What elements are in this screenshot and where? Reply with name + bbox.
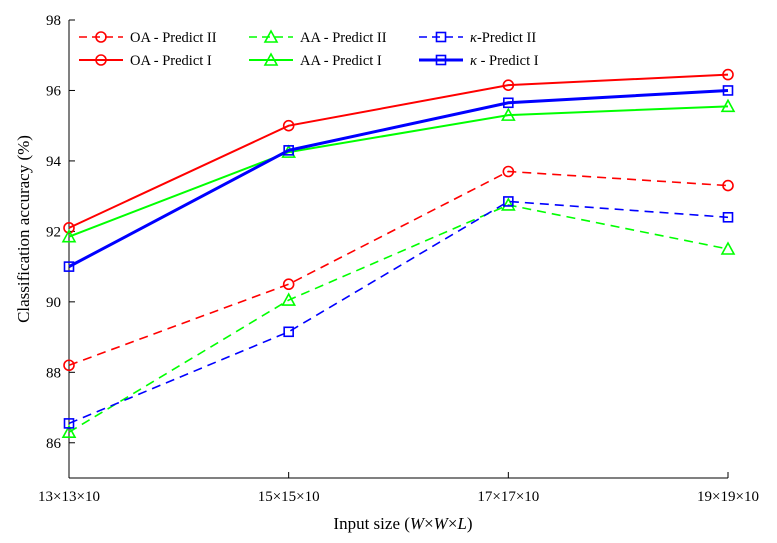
legend-label: AA - Predict I <box>300 53 382 69</box>
legend-marker <box>435 54 447 66</box>
y-tick-label: 90 <box>46 295 61 311</box>
data-point <box>63 261 75 272</box>
legend-marker <box>263 29 279 43</box>
x-axis-title-part: × <box>448 514 458 533</box>
legend-marker <box>435 31 447 43</box>
legend-item: κ-Predict II <box>419 30 536 46</box>
data-point <box>500 197 516 211</box>
data-point <box>63 418 75 429</box>
legend-marker <box>95 31 107 43</box>
legend-item: κ - Predict I <box>419 53 539 69</box>
series-line <box>68 200 729 425</box>
x-axis-title: Input size (W×W×L) <box>333 514 472 533</box>
data-point <box>502 165 515 178</box>
x-tick-label: 17×17×10 <box>477 489 539 505</box>
legend-label-part: κ <box>470 30 478 46</box>
legend-label: OA - Predict II <box>130 30 217 46</box>
legend-label-part: -Predict II <box>477 30 536 46</box>
series-line <box>68 170 729 367</box>
x-axis-title-part: × <box>424 514 434 533</box>
x-axis-title-part: ) <box>467 514 473 533</box>
series <box>61 98 736 243</box>
legend-label: OA - Predict I <box>130 53 212 69</box>
legend-marker <box>263 52 279 66</box>
data-point <box>503 196 514 207</box>
y-tick-label: 94 <box>46 154 62 170</box>
y-tick-label: 86 <box>46 436 62 452</box>
legend-item: AA - Predict I <box>249 52 382 69</box>
series <box>63 165 734 372</box>
legend-item: AA - Predict II <box>249 29 387 46</box>
legend-label: κ-Predict II <box>470 30 536 46</box>
x-axis-ticks: 13×13×10 15×15×10 17×17×10 19×19×10 <box>38 472 759 505</box>
data-point <box>63 222 75 234</box>
data-point <box>281 292 297 306</box>
x-axis-title-part: Input size ( <box>333 514 410 533</box>
data-point <box>63 359 75 372</box>
axes-frame <box>68 20 728 479</box>
series-line <box>68 73 729 229</box>
y-tick-label: 88 <box>46 365 61 381</box>
series <box>63 85 734 272</box>
data-point <box>722 211 734 223</box>
series <box>63 68 734 234</box>
legend-label: κ - Predict I <box>470 53 539 69</box>
data-point <box>722 85 734 96</box>
series-line <box>68 105 729 238</box>
legend-label-part: κ <box>470 53 478 69</box>
data-point <box>282 119 295 132</box>
legend-label-part: - Predict I <box>477 53 539 69</box>
data-point <box>61 228 77 243</box>
data-point <box>283 326 294 338</box>
series-group <box>61 68 736 439</box>
series-line <box>68 204 729 433</box>
series <box>63 196 734 429</box>
y-tick-label: 92 <box>46 224 61 240</box>
data-point <box>282 278 295 291</box>
x-tick-label: 13×13×10 <box>38 489 100 505</box>
x-axis-title-part: L <box>456 514 466 533</box>
y-tick-label: 96 <box>46 83 62 99</box>
legend-label: AA - Predict II <box>300 30 387 46</box>
y-axis-title: Classification accuracy (%) <box>14 135 33 323</box>
data-point <box>720 98 736 113</box>
data-point <box>722 68 734 81</box>
y-tick-label: 98 <box>46 13 61 29</box>
x-tick-label: 15×15×10 <box>258 489 320 505</box>
x-axis-title-part: W <box>410 514 426 533</box>
x-tick-label: 19×19×10 <box>697 489 759 505</box>
data-point <box>500 107 516 121</box>
data-point <box>503 97 514 109</box>
data-point <box>722 179 734 192</box>
y-axis-ticks: 86 88 90 92 94 96 98 <box>46 13 75 452</box>
legend-item: OA - Predict I <box>79 53 212 69</box>
data-point <box>283 145 294 156</box>
series-line <box>68 88 729 268</box>
legend-marker <box>95 54 107 66</box>
series <box>61 197 736 439</box>
data-point <box>720 241 736 255</box>
legend-item: OA - Predict II <box>79 30 217 46</box>
data-point <box>502 79 515 91</box>
data-point <box>61 424 77 439</box>
legend: OA - Predict II AA - Predict II κ-Predict … <box>79 29 539 69</box>
x-axis-title-part: W <box>434 514 450 533</box>
